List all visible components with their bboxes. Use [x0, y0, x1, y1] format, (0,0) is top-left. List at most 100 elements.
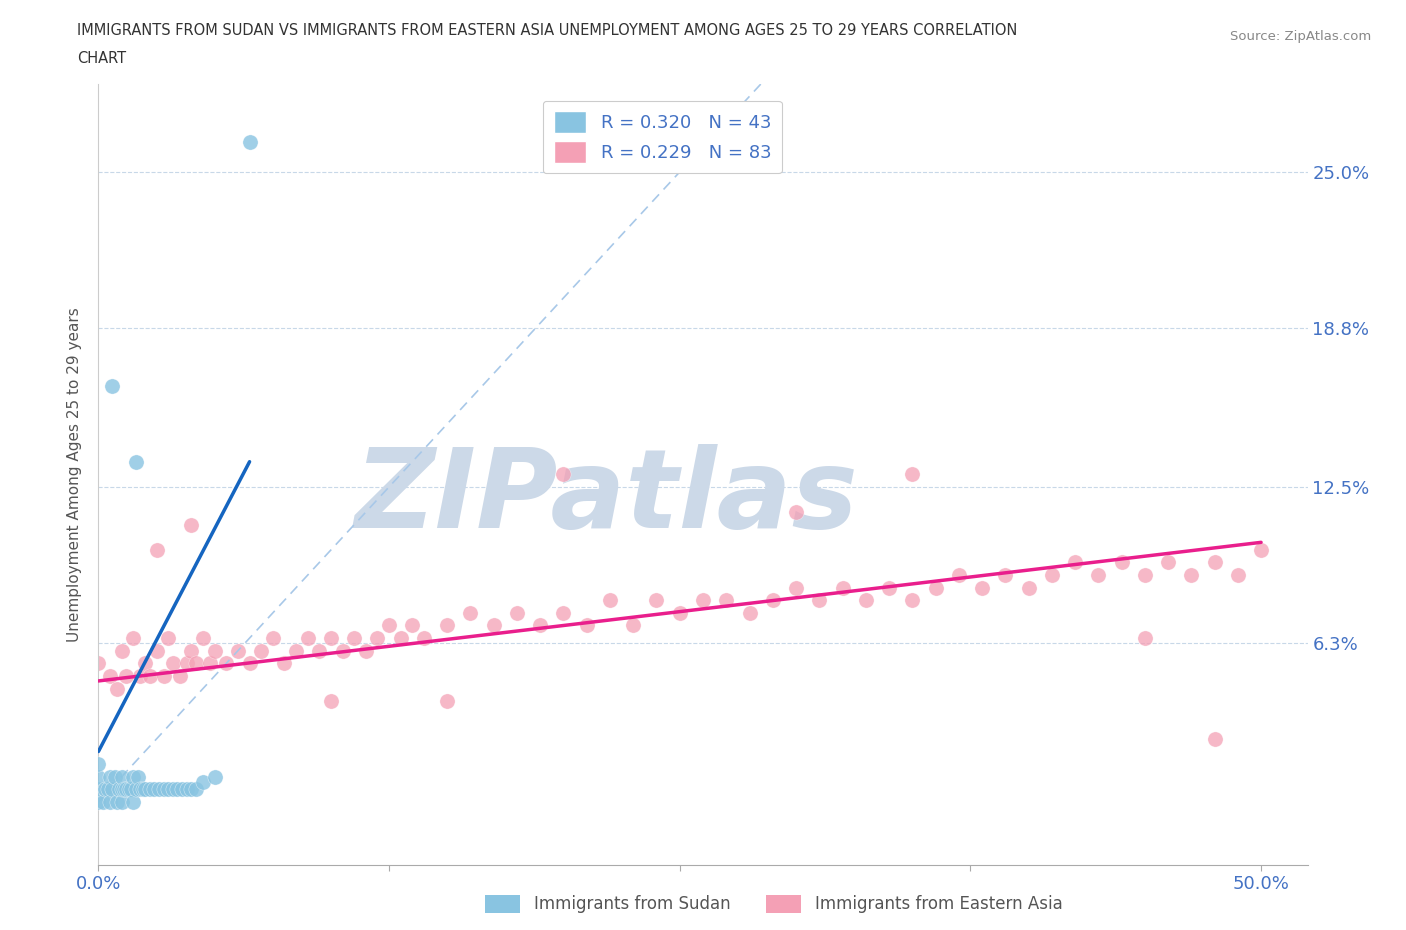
Point [1204, 555, 1226, 570]
Point [180, 644, 202, 658]
Point [162, 782, 184, 797]
Y-axis label: Unemployment Among Ages 25 to 29 years: Unemployment Among Ages 25 to 29 years [67, 307, 83, 642]
Point [104, 769, 127, 784]
Point [1064, 555, 1087, 570]
Point [105, 681, 128, 696]
Point [1204, 732, 1226, 747]
Point [226, 644, 249, 658]
Point [122, 631, 145, 645]
Point [1157, 555, 1180, 570]
Point [91, 794, 114, 809]
Point [87, 656, 110, 671]
Point [553, 605, 575, 620]
Point [108, 782, 131, 797]
Point [124, 782, 146, 797]
Point [122, 769, 145, 784]
Point [120, 782, 142, 797]
Point [131, 782, 153, 797]
Point [112, 782, 135, 797]
Point [111, 769, 134, 784]
Point [1018, 580, 1040, 595]
Point [98, 769, 121, 784]
Point [239, 656, 262, 671]
Point [506, 605, 529, 620]
Point [134, 656, 156, 671]
Text: Immigrants from Sudan: Immigrants from Sudan [534, 895, 731, 913]
Point [250, 644, 273, 658]
Point [143, 782, 166, 797]
Point [319, 694, 342, 709]
Text: Immigrants from Eastern Asia: Immigrants from Eastern Asia [815, 895, 1063, 913]
Point [134, 782, 156, 797]
Point [378, 618, 401, 633]
Point [215, 656, 238, 671]
Point [152, 782, 174, 797]
Point [762, 592, 785, 607]
Point [413, 631, 436, 645]
Point [98, 794, 121, 809]
Point [785, 505, 807, 520]
Point [877, 580, 900, 595]
Point [460, 605, 482, 620]
Point [1111, 555, 1133, 570]
Point [198, 656, 221, 671]
Point [148, 782, 170, 797]
Point [152, 669, 174, 684]
Point [692, 592, 714, 607]
Point [401, 618, 423, 633]
Point [180, 517, 202, 532]
Point [924, 580, 946, 595]
Point [87, 769, 110, 784]
Point [332, 644, 354, 658]
Point [273, 656, 295, 671]
Point [105, 794, 128, 809]
Point [115, 782, 138, 797]
Point [191, 775, 214, 790]
Point [297, 631, 319, 645]
Point [785, 580, 807, 595]
Point [101, 379, 124, 393]
Point [157, 782, 180, 797]
Point [97, 782, 120, 797]
Point [599, 592, 621, 607]
Point [285, 644, 308, 658]
Point [162, 656, 184, 671]
Point [87, 794, 110, 809]
Point [184, 656, 207, 671]
Point [366, 631, 388, 645]
Point [645, 592, 668, 607]
Point [94, 782, 117, 797]
Point [970, 580, 993, 595]
Point [1133, 631, 1156, 645]
Point [129, 669, 152, 684]
Point [575, 618, 598, 633]
Point [191, 631, 214, 645]
Point [145, 644, 167, 658]
Point [668, 605, 690, 620]
Point [180, 782, 202, 797]
Point [553, 467, 575, 482]
Point [127, 769, 149, 784]
Point [111, 644, 134, 658]
Point [831, 580, 853, 595]
Point [436, 618, 458, 633]
Text: IMMIGRANTS FROM SUDAN VS IMMIGRANTS FROM EASTERN ASIA UNEMPLOYMENT AMONG AGES 25: IMMIGRANTS FROM SUDAN VS IMMIGRANTS FROM… [77, 23, 1018, 38]
Point [1226, 567, 1249, 582]
Text: Source: ZipAtlas.com: Source: ZipAtlas.com [1230, 30, 1371, 43]
Point [124, 454, 146, 469]
Point [204, 769, 226, 784]
Point [808, 592, 831, 607]
Point [1040, 567, 1063, 582]
Point [98, 669, 121, 684]
Point [389, 631, 412, 645]
Point [319, 631, 342, 645]
Point [176, 656, 198, 671]
Point [87, 757, 110, 772]
Point [239, 134, 262, 149]
Point [343, 631, 366, 645]
Point [621, 618, 644, 633]
Point [1133, 567, 1156, 582]
Point [176, 782, 198, 797]
Point [1180, 567, 1202, 582]
Point [354, 644, 377, 658]
